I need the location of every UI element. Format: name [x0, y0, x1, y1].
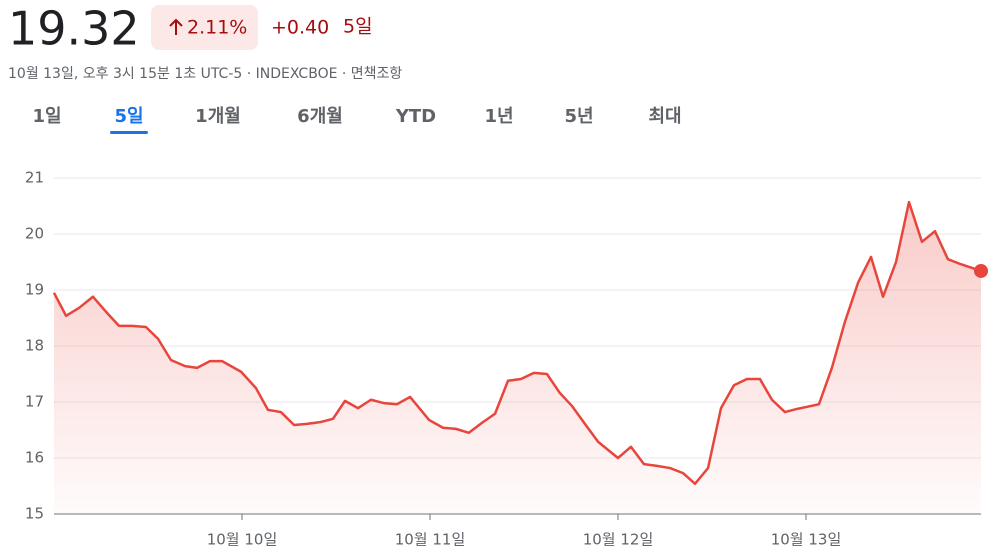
y-tick-label: 20: [25, 225, 44, 243]
y-tick-label: 18: [25, 337, 44, 355]
x-tick-label: 10월 11일: [395, 531, 466, 549]
x-tick-label: 10월 12일: [583, 531, 654, 549]
tab[interactable]: YTD: [395, 106, 436, 127]
tab[interactable]: 1년: [484, 106, 513, 127]
last-point: [974, 263, 988, 278]
price: 19.32: [8, 2, 140, 56]
up-arrow: [169, 18, 183, 35]
y-tick-label: 16: [25, 449, 44, 467]
price-line: [52, 200, 982, 486]
change: +0.40: [271, 17, 329, 39]
change-percent: 2.11%: [187, 17, 247, 39]
change-badge: [151, 5, 258, 50]
period: 5일: [343, 16, 373, 38]
tab-underline: [110, 131, 148, 134]
tab[interactable]: 5일: [114, 106, 143, 127]
x-tick-label: 10월 13일: [771, 531, 842, 549]
y-tick-label: 17: [25, 393, 44, 411]
tab[interactable]: 6개월: [297, 106, 343, 127]
y-tick-label: 15: [25, 505, 44, 523]
y-tick-label: 19: [25, 281, 44, 299]
area: [54, 202, 981, 514]
y-tick-label: 21: [25, 169, 44, 187]
tab[interactable]: 1일: [32, 106, 61, 127]
subtitle: 10월 13일, 오후 3시 15분 1초 UTC-5 · INDEXCBOE …: [8, 66, 402, 82]
tab[interactable]: 5년: [564, 106, 593, 127]
x-tick-label: 10월 10일: [207, 531, 278, 549]
tab[interactable]: 최대: [648, 106, 681, 127]
tab[interactable]: 1개월: [195, 106, 241, 127]
